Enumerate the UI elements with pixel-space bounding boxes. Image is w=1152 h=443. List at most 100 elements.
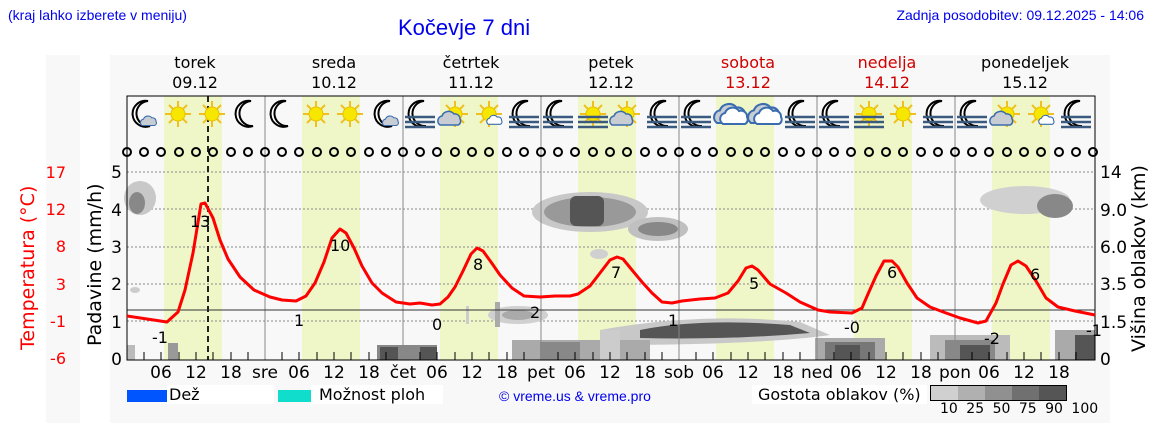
svg-text:ned: ned bbox=[801, 363, 833, 383]
svg-text:18: 18 bbox=[634, 363, 656, 383]
temp-label: 6 bbox=[1030, 265, 1040, 284]
svg-text:18: 18 bbox=[496, 363, 518, 383]
svg-text:18: 18 bbox=[220, 363, 242, 383]
svg-text:12: 12 bbox=[185, 363, 207, 383]
svg-text:sre: sre bbox=[252, 363, 278, 383]
svg-text:3: 3 bbox=[111, 238, 122, 258]
temperature-line bbox=[126, 201, 1096, 325]
svg-text:2: 2 bbox=[111, 275, 122, 295]
showers-legend-swatch bbox=[278, 390, 311, 402]
last-update: Zadnja posodobitev: 09.12.2025 - 14:06 bbox=[896, 7, 1144, 23]
temperature-axis-strip bbox=[46, 55, 80, 423]
moon-fog-icon bbox=[817, 99, 851, 129]
copyright-link[interactable]: © vreme.us & vreme.pro bbox=[499, 388, 651, 404]
svg-text:0: 0 bbox=[111, 350, 122, 370]
temp-tick: -6 bbox=[50, 349, 66, 368]
cloud-density-ticks: 10 25 50 75 90 100 bbox=[940, 401, 1099, 417]
cloud-height-ticks: 14 9.0 6.0 3.5 1.5 0 bbox=[1100, 163, 1127, 370]
svg-text:0: 0 bbox=[1100, 350, 1111, 370]
moon-cloud-icon bbox=[373, 99, 399, 128]
temp-tick: 8 bbox=[55, 237, 66, 256]
temp-label: -1 bbox=[1086, 321, 1102, 340]
temp-label: 6 bbox=[887, 263, 897, 282]
svg-text:12: 12 bbox=[1013, 363, 1035, 383]
wind-dot-row bbox=[122, 147, 1098, 157]
svg-text:18: 18 bbox=[772, 363, 794, 383]
temp-tick: -1 bbox=[50, 312, 66, 331]
svg-text:9.0: 9.0 bbox=[1100, 201, 1127, 221]
svg-text:14: 14 bbox=[1100, 163, 1122, 183]
svg-text:06: 06 bbox=[840, 363, 862, 383]
moon-fog-icon bbox=[403, 99, 437, 129]
day-header-1: torek 09.12 bbox=[172, 53, 218, 92]
moon-fog-icon bbox=[955, 99, 989, 129]
svg-text:6.0: 6.0 bbox=[1100, 238, 1127, 258]
day-header-6: nedelja 14.12 bbox=[857, 53, 917, 92]
svg-text:06: 06 bbox=[564, 363, 586, 383]
x-axis-labels: 06 12 18 sre 06 12 18 čet 06 12 18 pet 0… bbox=[150, 363, 1070, 383]
day-header-2: sreda 10.12 bbox=[311, 53, 357, 92]
temp-label: 1 bbox=[668, 311, 678, 330]
temp-label: -0 bbox=[844, 318, 860, 337]
temp-label: 1 bbox=[294, 311, 304, 330]
cloud-density-scale bbox=[930, 385, 1067, 401]
day-header-3: četrtek 11.12 bbox=[442, 53, 500, 92]
svg-text:čet: čet bbox=[390, 363, 417, 383]
svg-text:12: 12 bbox=[323, 363, 345, 383]
moon-fog-icon bbox=[679, 99, 713, 129]
svg-text:sob: sob bbox=[664, 363, 694, 383]
svg-text:pet: pet bbox=[527, 363, 555, 383]
moon-cloud-icon bbox=[131, 99, 157, 128]
svg-text:1: 1 bbox=[111, 313, 122, 333]
svg-text:06: 06 bbox=[288, 363, 310, 383]
svg-text:pon: pon bbox=[939, 363, 971, 383]
svg-text:12: 12 bbox=[461, 363, 483, 383]
temp-label: 2 bbox=[530, 303, 540, 322]
svg-text:06: 06 bbox=[978, 363, 1000, 383]
svg-text:18: 18 bbox=[1048, 363, 1070, 383]
temp-tick: 3 bbox=[55, 275, 66, 294]
temp-label: 0 bbox=[432, 315, 442, 334]
svg-text:12: 12 bbox=[875, 363, 897, 383]
svg-text:12: 12 bbox=[599, 363, 621, 383]
temperature-value-labels: -1 13 1 10 0 8 2 7 1 5 -0 6 -2 6 -1 bbox=[152, 212, 1102, 348]
moon-fog-icon bbox=[541, 99, 575, 129]
svg-text:06: 06 bbox=[150, 363, 172, 383]
page-title: Kočevje 7 dni bbox=[398, 15, 531, 40]
temp-label: 5 bbox=[749, 274, 759, 293]
moon-icon bbox=[269, 99, 289, 128]
precipitation-ticks: 5 4 3 2 1 0 bbox=[111, 163, 122, 370]
temp-label: 7 bbox=[611, 263, 621, 282]
region-menu-hint[interactable]: (kraj lahko izberete v meniju) bbox=[8, 7, 187, 23]
day-header-5: sobota 13.12 bbox=[720, 53, 776, 92]
cloud-density-layer bbox=[124, 181, 1095, 360]
svg-text:06: 06 bbox=[702, 363, 724, 383]
daylight-bands bbox=[164, 96, 1050, 360]
plot-frame bbox=[126, 95, 1096, 361]
moon-fog-icon bbox=[507, 99, 541, 129]
svg-text:3.5: 3.5 bbox=[1100, 275, 1127, 295]
temp-tick: 12 bbox=[45, 200, 66, 219]
svg-text:18: 18 bbox=[358, 363, 380, 383]
temp-label: -1 bbox=[152, 328, 168, 347]
day-separators bbox=[264, 96, 956, 360]
moon-fog-icon bbox=[645, 99, 679, 129]
showers-legend-label: Možnost ploh bbox=[311, 385, 443, 404]
cloud-density-label: Gostota oblakov (%) bbox=[752, 385, 927, 404]
svg-text:1.5: 1.5 bbox=[1100, 313, 1127, 333]
temp-label: 13 bbox=[190, 212, 210, 231]
temp-label: 8 bbox=[473, 255, 483, 274]
moon-fog-icon bbox=[783, 99, 817, 129]
rain-legend-label: Dež bbox=[167, 385, 274, 404]
temp-label: 10 bbox=[330, 236, 350, 255]
temp-label: -2 bbox=[984, 329, 1000, 348]
svg-text:5: 5 bbox=[111, 163, 122, 183]
svg-text:12: 12 bbox=[737, 363, 759, 383]
moon-fog-icon bbox=[921, 99, 955, 129]
moon-fog-icon bbox=[1059, 99, 1093, 129]
moon-icon bbox=[234, 99, 254, 128]
day-header-4: petek 12.12 bbox=[588, 53, 634, 92]
rain-legend-swatch bbox=[127, 390, 175, 402]
day-header-7: ponedeljek 15.12 bbox=[981, 53, 1069, 92]
